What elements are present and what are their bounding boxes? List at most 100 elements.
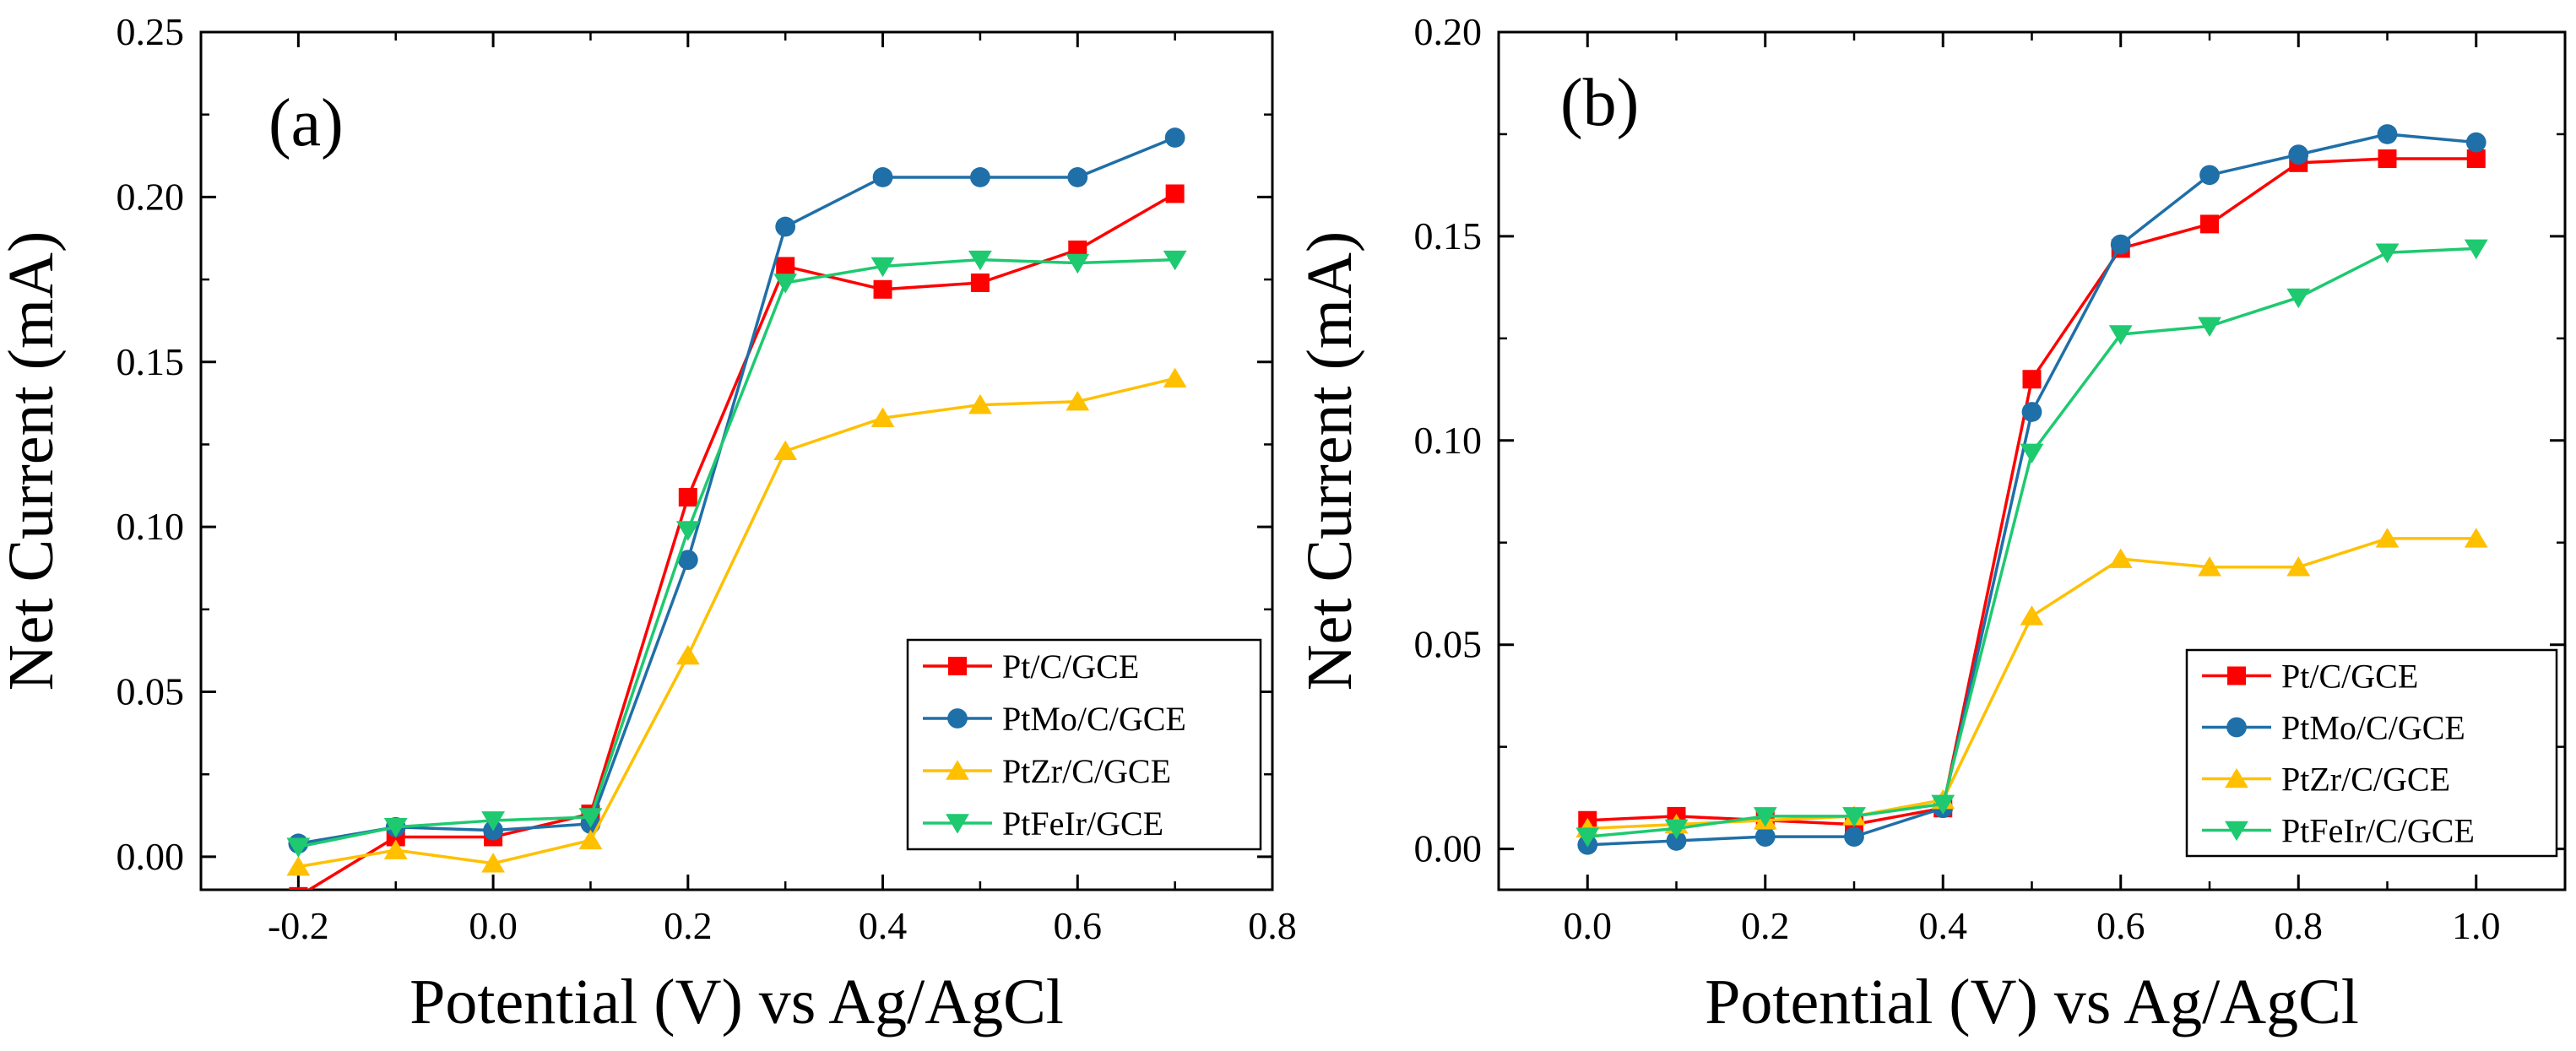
y-tick-label: 0.10 <box>1414 419 1483 462</box>
legend-swatch-marker <box>2225 821 2248 842</box>
data-point <box>675 521 700 541</box>
legend-label: PtFeIr/C/GCE <box>2281 812 2475 850</box>
data-point <box>1844 826 1864 847</box>
data-point <box>1931 794 1955 815</box>
data-point <box>1163 367 1187 388</box>
series-ptfeir-c-gce <box>1575 239 2488 848</box>
data-point <box>2108 325 2133 345</box>
data-point <box>2465 132 2487 153</box>
series-ptfeir-gce <box>286 250 1187 858</box>
data-point <box>776 257 795 276</box>
data-point <box>678 487 697 507</box>
data-point <box>2375 243 2400 263</box>
series-line <box>306 192 1176 890</box>
data-point <box>1753 807 1777 827</box>
data-point <box>289 886 308 890</box>
y-tick-label: 0.15 <box>117 340 185 383</box>
legend-item: Pt/C/GCE <box>923 647 1139 685</box>
data-point <box>481 853 506 873</box>
data-point <box>383 839 408 859</box>
series-line <box>298 377 1176 869</box>
data-point <box>873 279 892 299</box>
data-point <box>2020 605 2044 626</box>
legend-item: PtFeIr/C/GCE <box>2202 812 2475 850</box>
data-point <box>773 440 798 461</box>
data-point <box>1664 819 1689 840</box>
data-point <box>2286 288 2311 309</box>
legend-item: PtZr/C/GCE <box>923 752 1171 790</box>
data-point <box>2466 149 2486 168</box>
legend-swatch-marker <box>946 760 969 780</box>
data-point <box>2375 528 2400 548</box>
x-tick-label: 0.4 <box>859 904 908 947</box>
x-axis-label: Potential (V) vs Ag/AgCl <box>409 967 1064 1037</box>
y-tick-label: 0.25 <box>117 10 185 53</box>
data-point <box>2199 165 2220 186</box>
data-point <box>1163 250 1187 271</box>
x-tick-label: 0.2 <box>1741 904 1790 947</box>
data-point <box>2377 124 2398 144</box>
data-point <box>286 855 311 876</box>
x-tick-label: 0.8 <box>2275 904 2324 947</box>
data-point <box>2110 234 2131 255</box>
legend-swatch-marker <box>946 814 969 834</box>
series-ptzr-c-gce <box>286 367 1187 876</box>
data-point <box>578 808 603 828</box>
x-tick-label: 0.0 <box>469 904 518 947</box>
y-tick-label: 0.05 <box>1414 623 1483 666</box>
x-tick-label: 0.4 <box>1919 904 1968 947</box>
y-tick-label: 0.20 <box>117 175 185 218</box>
data-point <box>2288 144 2309 165</box>
data-point <box>2378 149 2397 168</box>
legend-item: PtFeIr/GCE <box>923 805 1163 842</box>
x-tick-label: 0.6 <box>2096 904 2145 947</box>
series-line <box>298 136 1176 846</box>
data-point <box>870 407 895 427</box>
legend-swatch-marker <box>2226 717 2247 738</box>
x-tick-label: 0.6 <box>1054 904 1103 947</box>
data-point <box>2464 528 2488 548</box>
y-tick-label: 0.00 <box>1414 827 1483 870</box>
data-point <box>1066 253 1090 274</box>
data-point <box>677 550 698 571</box>
legend-item: PtMo/C/GCE <box>2202 709 2465 747</box>
data-point <box>1165 184 1185 203</box>
data-point <box>286 837 311 858</box>
data-point <box>968 250 992 271</box>
data-point <box>675 644 700 665</box>
data-point <box>2108 548 2133 568</box>
y-tick-label: 0.15 <box>1414 214 1483 257</box>
legend-item: PtZr/C/GCE <box>2202 761 2450 799</box>
data-point <box>2286 556 2311 577</box>
series-ptmo-c-gce <box>1577 124 2487 855</box>
x-tick-label: 0.2 <box>664 904 713 947</box>
data-point <box>2200 214 2219 234</box>
x-tick-label: 0.0 <box>1564 904 1613 947</box>
panel-a: -0.2 0.0 0.2 0.4 0.6 0.8 0.00 0.05 0.10 0.15 0.20 0… <box>0 10 1297 1037</box>
panel-label: (b) <box>1560 66 1639 140</box>
data-point <box>1575 827 1600 848</box>
data-point <box>775 216 796 237</box>
y-axis-label: Net Current (mA) <box>0 231 67 691</box>
legend-swatch-marker <box>2227 666 2246 685</box>
legend-label: PtMo/C/GCE <box>1002 700 1186 738</box>
data-point <box>1066 391 1090 411</box>
series-line <box>298 257 1175 848</box>
data-point <box>2020 443 2044 463</box>
legend-box <box>2185 648 2558 858</box>
y-tick-label: 0.05 <box>117 670 185 713</box>
data-point <box>2021 402 2042 422</box>
legend-label: PtFeIr/GCE <box>1002 805 1163 842</box>
plot-frame <box>199 30 1274 891</box>
x-axis-label: Potential (V) vs Ag/AgCl <box>1705 967 2359 1037</box>
legend-label: PtZr/C/GCE <box>1002 752 1171 790</box>
data-point <box>968 393 992 414</box>
data-point <box>970 273 990 292</box>
data-point <box>2198 317 2221 337</box>
data-point <box>2022 370 2042 389</box>
legend: Pt/C/GCE PtMo/C/GCE PtZr/C/GCE PtFeIr/GCE <box>906 638 1262 851</box>
panel-label: (a) <box>268 86 344 160</box>
data-point <box>481 811 506 832</box>
